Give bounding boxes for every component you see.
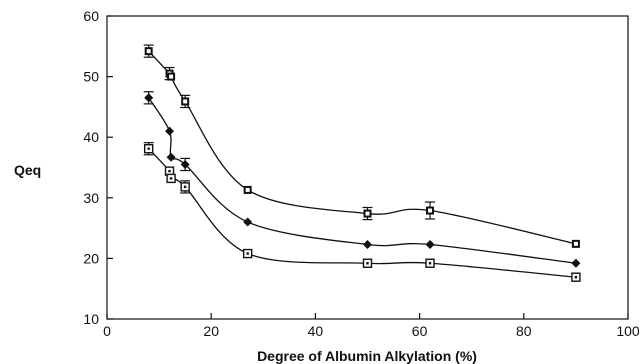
x-axis-title: Degree of Albumin Alkylation (%): [257, 348, 477, 364]
data-point: [144, 93, 154, 103]
data-point-center: [246, 252, 249, 255]
series-1-curve: [148, 50, 577, 245]
error-bars-layer: [143, 44, 436, 221]
x-tick-label: 80: [516, 323, 532, 339]
x-tick-label: 100: [616, 323, 640, 339]
data-point-center: [169, 74, 174, 79]
x-tick-label: 40: [308, 323, 324, 339]
y-tick-label: 60: [83, 8, 99, 24]
y-tick-label: 30: [83, 190, 99, 206]
data-point-center: [183, 185, 187, 189]
curves-layer: [148, 50, 577, 278]
data-point: [180, 159, 190, 169]
y-tick-label: 50: [83, 69, 99, 85]
y-tick-label: 10: [83, 311, 99, 327]
y-tick-label: 40: [83, 129, 99, 145]
data-point-center: [365, 211, 370, 216]
data-point: [243, 217, 253, 227]
y-axis-title: Qeq: [14, 162, 41, 178]
markers-layer: [143, 47, 581, 282]
data-point-center: [245, 187, 250, 192]
data-point-center: [147, 147, 150, 150]
x-tick-label: 0: [103, 323, 111, 339]
data-point: [425, 239, 435, 249]
data-point-center: [168, 169, 171, 173]
data-point-center: [146, 49, 151, 54]
data-point-center: [366, 262, 369, 265]
x-tick-label: 60: [412, 323, 428, 339]
plot-frame: [106, 15, 629, 320]
ticks-layer: 0 20 40 60 80 100 10 20 30 40 50 60: [83, 8, 639, 339]
data-point: [165, 126, 175, 136]
data-point-center: [574, 275, 578, 279]
data-point: [363, 239, 372, 249]
data-point-center: [428, 208, 433, 213]
data-point-center: [169, 177, 173, 180]
data-point: [571, 258, 581, 268]
data-point-center: [183, 99, 188, 104]
x-tick-label: 20: [203, 323, 219, 339]
series-2-curve: [148, 97, 576, 264]
y-tick-label: 20: [83, 250, 99, 266]
data-point: [166, 152, 176, 162]
data-point-center: [573, 241, 578, 246]
data-point-center: [428, 262, 432, 265]
